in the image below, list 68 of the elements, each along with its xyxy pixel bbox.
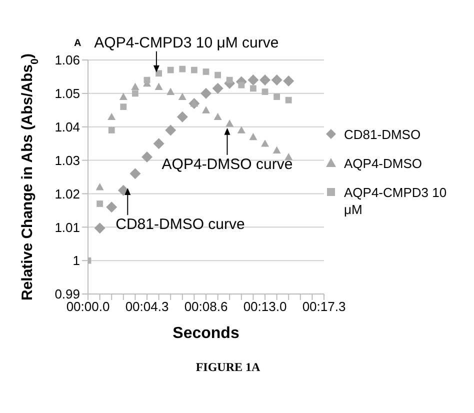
point — [142, 151, 152, 162]
point — [202, 106, 210, 114]
point — [191, 66, 198, 74]
y-tick-label: 1.04 — [54, 119, 80, 134]
point — [178, 92, 186, 100]
y-tick-label: 0.99 — [54, 286, 80, 302]
y-tick-label: 1 — [72, 253, 80, 268]
text: AQP4-CMPD3 10 μM curve — [94, 34, 279, 52]
point — [176, 111, 188, 122]
point — [200, 88, 212, 99]
point — [272, 146, 281, 154]
point — [214, 112, 222, 120]
point — [248, 74, 259, 86]
caption: FIGURE 1A — [194, 360, 262, 375]
y-tick-label: 1.03 — [54, 152, 80, 168]
point — [283, 76, 294, 87]
point — [285, 96, 292, 104]
legend-label: AQP4-CMPD3 10 μM — [344, 184, 448, 218]
x-tick-label: 00:08.6 — [184, 299, 228, 314]
point — [94, 222, 106, 234]
point — [96, 200, 103, 207]
x-tick-label: 00:00.0 — [66, 299, 110, 314]
y-tick-label: 1.06 — [54, 52, 80, 68]
legend-label: CD81-DMSO — [344, 126, 422, 143]
point — [106, 202, 118, 213]
point — [261, 140, 269, 147]
point — [96, 183, 104, 190]
point — [130, 168, 141, 180]
x-tick-label: 00:04.3 — [125, 299, 169, 314]
point — [167, 66, 174, 74]
point — [166, 88, 175, 95]
point — [284, 152, 293, 160]
point — [250, 85, 256, 92]
point — [118, 184, 129, 196]
point — [108, 112, 116, 120]
point — [238, 82, 245, 88]
point — [165, 124, 176, 136]
y-tick-label: 1.02 — [54, 186, 80, 202]
annotation: CD81-DMSO curve — [116, 216, 245, 234]
point — [274, 94, 280, 100]
point — [212, 82, 224, 94]
x-axis-title: Seconds — [172, 325, 240, 342]
legend-label: AQP4-DMSO — [344, 155, 424, 172]
y-tick-label: 1.05 — [54, 86, 80, 102]
annotation: AQP4-DMSO curve — [162, 156, 293, 173]
y-tick-label: 1.01 — [54, 220, 80, 235]
point — [226, 120, 234, 127]
point — [214, 72, 221, 78]
point — [144, 76, 150, 84]
point — [156, 70, 162, 77]
x-tick-label: 00:13.0 — [243, 299, 287, 314]
point — [249, 132, 258, 140]
point — [226, 76, 233, 84]
point — [237, 126, 246, 134]
point — [108, 127, 115, 134]
point — [131, 82, 140, 90]
point — [153, 138, 164, 150]
point — [262, 88, 268, 95]
point — [202, 68, 210, 75]
point — [271, 74, 282, 86]
point — [260, 74, 270, 86]
point — [179, 66, 186, 72]
text: A — [74, 38, 82, 49]
x-tick-label: 00:17.3 — [302, 299, 346, 314]
point — [119, 92, 128, 100]
point — [120, 104, 127, 110]
point — [154, 82, 163, 90]
point — [132, 90, 138, 97]
